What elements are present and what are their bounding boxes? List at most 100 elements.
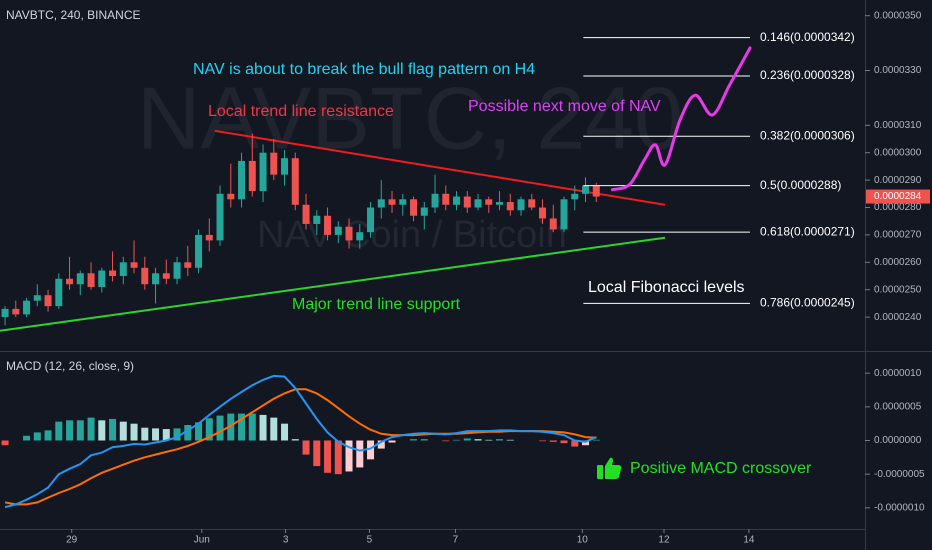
candle-body — [485, 199, 493, 205]
histogram-bar — [33, 432, 41, 441]
histogram-bar — [549, 440, 557, 442]
candle-body — [496, 202, 504, 205]
histogram-bar — [248, 413, 256, 441]
fib-label: 0.5(0.0000288) — [760, 178, 841, 192]
histogram-bar — [55, 421, 63, 441]
candle-body — [560, 199, 568, 230]
candle-body — [23, 300, 31, 315]
candle-body — [420, 207, 428, 216]
histogram-bar — [66, 420, 74, 441]
histogram-bar — [76, 420, 84, 441]
candle-body — [184, 262, 192, 268]
fib-label: 0.236(0.0000328) — [760, 68, 855, 82]
histogram-bar — [291, 439, 299, 441]
candle-body — [410, 199, 418, 216]
y-tick-label: 0.0000270 — [874, 230, 922, 241]
candle-body — [549, 218, 557, 230]
y-tick-label: 0.0000350 — [874, 10, 922, 21]
candle-body — [313, 215, 321, 224]
candle-body — [270, 152, 278, 175]
candle-body — [324, 215, 332, 235]
candle-body — [66, 278, 74, 285]
candle-body — [141, 267, 149, 285]
histogram-bar — [173, 428, 181, 441]
x-tick-label: 14 — [743, 535, 755, 546]
histogram-bar — [571, 440, 579, 447]
histogram-bar — [205, 418, 213, 441]
histogram-bar — [334, 440, 342, 475]
symbol-title: NAVBTC, 240, BINANCE — [6, 8, 140, 22]
candle-body — [152, 273, 160, 285]
last-price-label: 0.0000284 — [874, 191, 922, 202]
y-tick-label: 0.0000260 — [874, 257, 922, 268]
histogram-bar — [388, 440, 396, 443]
candle-body — [592, 185, 600, 197]
histogram-bar — [313, 440, 321, 467]
candle-body — [98, 270, 106, 287]
candle-body — [55, 278, 63, 307]
histogram-bar — [44, 430, 52, 441]
candle-body — [76, 273, 84, 285]
histogram-bar — [109, 418, 117, 441]
y-tick-label: 0.0000000 — [874, 435, 922, 446]
histogram-bar — [474, 439, 482, 441]
histogram-bar — [324, 440, 332, 473]
histogram-bar — [367, 440, 375, 460]
fib-label: 0.786(0.0000245) — [760, 296, 855, 310]
y-tick-label: 0.0000310 — [874, 120, 922, 131]
candle-body — [582, 185, 590, 194]
histogram-bar — [302, 440, 310, 455]
fib-label: 0.382(0.0000306) — [760, 128, 855, 142]
candle-body — [130, 262, 138, 268]
candle-body — [463, 196, 471, 208]
candle-body — [87, 273, 95, 287]
x-tick-label: 10 — [577, 535, 589, 546]
candle-body — [119, 262, 127, 277]
histogram-bar — [119, 421, 127, 441]
histogram-bar — [442, 440, 450, 442]
histogram-bar — [582, 440, 590, 446]
histogram-bar — [1, 440, 9, 446]
x-tick-label: 7 — [453, 535, 459, 546]
candle-body — [539, 207, 547, 219]
histogram-bar — [87, 417, 95, 441]
candle-body — [1, 308, 9, 318]
candle-body — [248, 160, 256, 192]
histogram-bar — [141, 427, 149, 441]
y-tick-label: 0.0000290 — [874, 175, 922, 186]
candle-body — [12, 308, 20, 315]
last-price-box — [866, 189, 930, 204]
candle-body — [302, 204, 310, 224]
candle-body — [205, 234, 213, 241]
histogram-bar — [539, 440, 547, 442]
candle-body — [162, 273, 170, 279]
histogram-bar — [345, 440, 353, 472]
candle-body — [195, 234, 203, 268]
annotation: Positive MACD crossover — [630, 460, 812, 477]
annotation: Local trend line resistance — [208, 103, 394, 120]
histogram-bar — [506, 439, 514, 441]
candle-body — [109, 270, 117, 277]
y-tick-label: 0.0000300 — [874, 147, 922, 158]
histogram-bar — [281, 423, 289, 441]
candle-body — [388, 199, 396, 205]
x-tick-label: 12 — [658, 535, 670, 546]
y-tick-label: 0.0000330 — [874, 65, 922, 76]
histogram-bar — [592, 439, 600, 441]
projection-path — [610, 46, 752, 192]
trend-line — [0, 236, 666, 332]
macd-line — [4, 374, 597, 509]
histogram-bar — [23, 435, 31, 441]
thumbs-up-icon — [597, 457, 622, 479]
x-tick-label: 3 — [283, 535, 289, 546]
candle-body — [377, 199, 385, 208]
candle-body — [345, 226, 353, 241]
histogram-bar — [238, 413, 246, 441]
candle-body — [506, 202, 514, 211]
candle-body — [431, 193, 439, 208]
histogram-bar — [463, 438, 471, 441]
annotation: Major trend line support — [292, 296, 461, 313]
histogram-bar — [259, 414, 267, 441]
y-tick-label: 0.0000250 — [874, 284, 922, 295]
